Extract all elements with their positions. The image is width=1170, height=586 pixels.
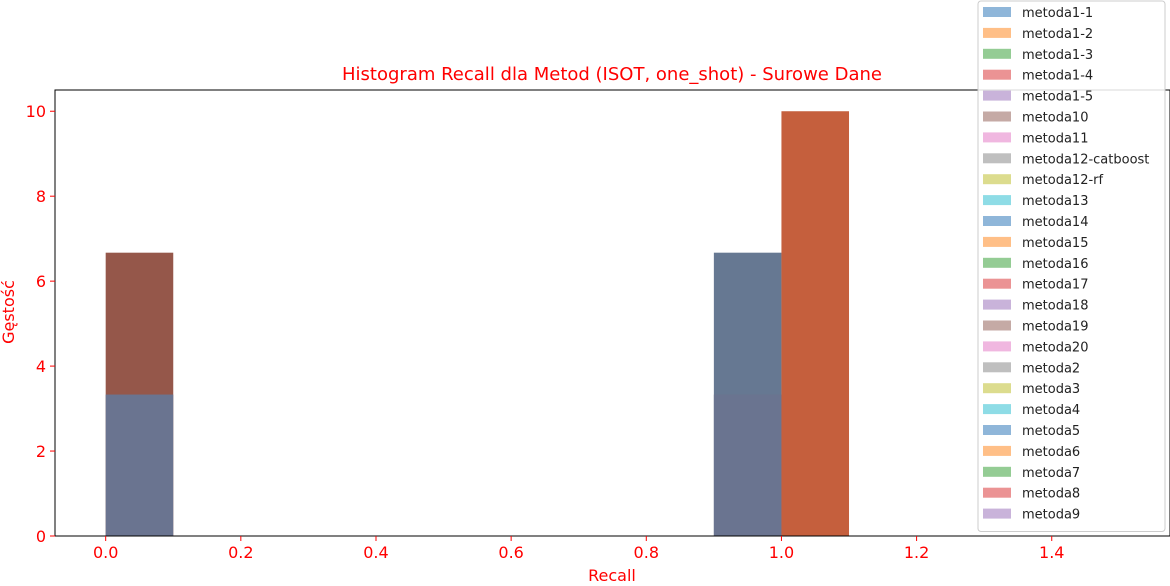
legend-swatch xyxy=(983,90,1011,101)
x-tick-label: 1.2 xyxy=(904,543,929,562)
legend-swatch xyxy=(983,404,1011,415)
legend-swatch xyxy=(983,299,1011,310)
legend-swatch xyxy=(983,7,1011,17)
legend-entry-label: metoda12-rf xyxy=(1022,173,1104,188)
legend-swatch xyxy=(983,153,1011,164)
histogram-bar xyxy=(713,394,782,536)
legend-swatch xyxy=(983,383,1011,394)
legend-entry-label: metoda2 xyxy=(1022,361,1080,376)
legend-entry-label: metoda12-catboost xyxy=(1022,152,1149,167)
axes-layer xyxy=(54,89,1170,537)
x-tick-label: 0.4 xyxy=(363,543,388,562)
histogram-bar xyxy=(781,111,850,536)
y-tick-label: 6 xyxy=(36,272,46,291)
legend-swatch xyxy=(983,132,1011,143)
ticks-layer: 0.0 0.2 0.4 0.6 0.8 1.0 1.2 1.4 0 2 4 6 8 10 xyxy=(26,102,1065,562)
x-tick-label: 0.0 xyxy=(93,543,118,562)
legend-swatch xyxy=(983,111,1011,122)
y-tick-label: 0 xyxy=(36,527,46,546)
legend-entry-label: metoda3 xyxy=(1022,382,1080,397)
legend-swatch xyxy=(983,236,1011,247)
legend-entry-label: metoda1-2 xyxy=(1022,27,1093,42)
y-tick-label: 8 xyxy=(36,187,46,206)
y-axis-label: Gęstość xyxy=(0,280,18,344)
legend: metoda1-1 metoda1-2 metoda1-3 metoda1-4 meto… xyxy=(977,0,1166,532)
legend-entry-label: metoda6 xyxy=(1022,445,1080,460)
legend-swatch xyxy=(983,195,1011,206)
plot-frame xyxy=(54,89,1170,537)
legend-swatch xyxy=(983,257,1011,268)
legend-entry-label: metoda4 xyxy=(1022,403,1080,418)
legend-swatch xyxy=(983,27,1011,38)
bars-layer xyxy=(105,111,850,536)
legend-swatch xyxy=(983,48,1011,59)
legend-entry-label: metoda11 xyxy=(1022,131,1088,146)
legend-entry-label: metoda1-3 xyxy=(1022,48,1093,63)
legend-entry-label: metoda8 xyxy=(1022,487,1080,502)
legend-swatch xyxy=(983,216,1011,226)
legend-entry-label: metoda15 xyxy=(1022,236,1088,251)
histogram-bar xyxy=(105,394,174,536)
legend-entry-label: metoda18 xyxy=(1022,299,1088,314)
legend-swatch xyxy=(983,320,1011,331)
legend-entry-label: metoda1-4 xyxy=(1022,69,1093,84)
legend-entry-label: metoda14 xyxy=(1022,215,1088,230)
legend-swatch xyxy=(983,425,1011,435)
x-tick-label: 0.6 xyxy=(498,543,523,562)
y-tick-label: 2 xyxy=(36,442,46,461)
y-tick-label: 10 xyxy=(26,102,46,121)
x-tick-label: 0.8 xyxy=(634,543,659,562)
legend-swatch xyxy=(983,278,1011,289)
x-tick-label: 1.4 xyxy=(1039,543,1064,562)
x-tick-label: 1.0 xyxy=(769,543,794,562)
legend-swatch xyxy=(983,69,1011,80)
legend-swatch xyxy=(983,341,1011,352)
x-tick-label: 0.2 xyxy=(228,543,253,562)
legend-entry-label: metoda19 xyxy=(1022,320,1088,335)
legend-entry-label: metoda5 xyxy=(1022,424,1080,439)
legend-box xyxy=(977,0,1166,532)
legend-entry-label: metoda7 xyxy=(1022,466,1080,481)
legend-swatch xyxy=(983,362,1011,373)
legend-swatch xyxy=(983,174,1011,185)
y-tick-label: 4 xyxy=(36,357,46,376)
legend-entry-label: metoda1-5 xyxy=(1022,90,1093,105)
legend-entry-label: metoda20 xyxy=(1022,340,1088,355)
legend-entry-label: metoda17 xyxy=(1022,278,1088,293)
legend-entry-label: metoda10 xyxy=(1022,111,1088,126)
legend-entry-label: metoda1-1 xyxy=(1022,6,1093,21)
legend-entry-label: metoda9 xyxy=(1022,508,1080,523)
legend-swatch xyxy=(983,487,1011,498)
legend-entry-label: metoda16 xyxy=(1022,257,1088,272)
legend-swatch xyxy=(983,466,1011,477)
chart-title: Histogram Recall dla Metod (ISOT, one_sh… xyxy=(342,64,882,85)
legend-swatch xyxy=(983,445,1011,456)
legend-entry-label: metoda13 xyxy=(1022,194,1088,209)
x-axis-label: Recall xyxy=(588,566,636,585)
legend-swatch xyxy=(983,508,1011,519)
